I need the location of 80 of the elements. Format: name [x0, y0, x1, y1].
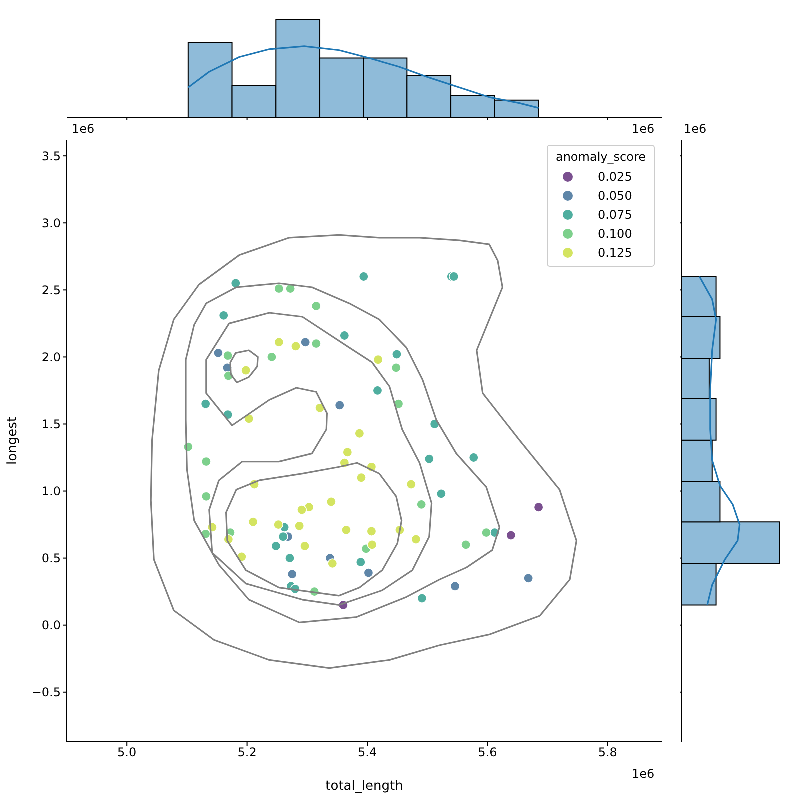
- point: [328, 558, 338, 569]
- y-tick-label: 0.0: [42, 618, 61, 633]
- y-tick-label: 1.5: [42, 418, 61, 432]
- point: [278, 532, 288, 542]
- point: [468, 452, 479, 463]
- point: [290, 341, 301, 352]
- point: [341, 525, 352, 536]
- point: [411, 534, 422, 545]
- point: [271, 541, 282, 552]
- point: [311, 338, 322, 349]
- point: [406, 480, 416, 490]
- legend-label: 0.050: [598, 188, 632, 202]
- point: [372, 386, 383, 396]
- point: [294, 521, 305, 532]
- point: [311, 301, 322, 312]
- point: [326, 497, 336, 508]
- x-tick-label: 5.8: [598, 746, 618, 760]
- y-tick-label: 2.0: [42, 350, 61, 364]
- point: [274, 520, 284, 530]
- y-tick-label: 3.0: [42, 216, 61, 230]
- point: [416, 500, 427, 510]
- x-tick-label: 5.6: [478, 746, 498, 760]
- legend-label: 0.025: [598, 170, 632, 184]
- point: [391, 362, 402, 373]
- y-tick-label: 1.0: [42, 484, 61, 499]
- y-tick-label: 0.5: [42, 552, 61, 566]
- x-tick-label: 5.2: [238, 746, 257, 760]
- point: [424, 454, 434, 464]
- legend-label: 0.100: [598, 226, 632, 240]
- point: [201, 492, 212, 502]
- text: 1e6: [72, 122, 95, 136]
- point: [524, 573, 534, 584]
- point: [534, 502, 544, 512]
- point: [274, 337, 284, 348]
- legend-title: anomaly_score: [556, 150, 646, 164]
- point: [218, 310, 229, 321]
- y-tick-label: 2.5: [42, 283, 61, 298]
- point: [356, 557, 366, 568]
- point: [201, 456, 212, 467]
- point: [366, 526, 377, 536]
- x-axis-title: total_length: [326, 779, 404, 794]
- point: [274, 284, 284, 294]
- point: [461, 540, 472, 550]
- point: [506, 530, 516, 541]
- legend-label: 0.075: [598, 208, 632, 222]
- point: [300, 337, 311, 348]
- point: [300, 541, 310, 552]
- point: [367, 540, 378, 550]
- y-tick-label: −0.5: [32, 686, 61, 700]
- point: [284, 553, 295, 564]
- point: [334, 400, 345, 410]
- point: [266, 352, 277, 362]
- x-tick-label: 5.4: [358, 746, 378, 760]
- point: [449, 272, 460, 282]
- point: [342, 447, 353, 458]
- point: [356, 472, 366, 483]
- point: [230, 278, 241, 288]
- point: [392, 350, 402, 360]
- point: [364, 568, 374, 578]
- point: [354, 428, 365, 439]
- point: [358, 272, 369, 282]
- x-tick-label: 5.0: [118, 746, 137, 760]
- y-axis-title: longest: [6, 417, 21, 465]
- point: [340, 330, 350, 341]
- point: [223, 350, 234, 361]
- point: [248, 517, 258, 528]
- point: [287, 569, 298, 580]
- point: [373, 354, 384, 365]
- point: [296, 505, 307, 516]
- point: [417, 594, 428, 604]
- text: 1e6: [632, 767, 655, 781]
- legend-label: 0.125: [598, 246, 632, 260]
- point: [436, 488, 446, 499]
- y-tick-label: 3.5: [42, 149, 61, 164]
- point: [482, 528, 492, 538]
- text: 1e6: [632, 122, 655, 136]
- text: 1e6: [684, 122, 707, 136]
- point: [200, 399, 211, 410]
- point: [213, 348, 224, 358]
- point: [450, 581, 460, 592]
